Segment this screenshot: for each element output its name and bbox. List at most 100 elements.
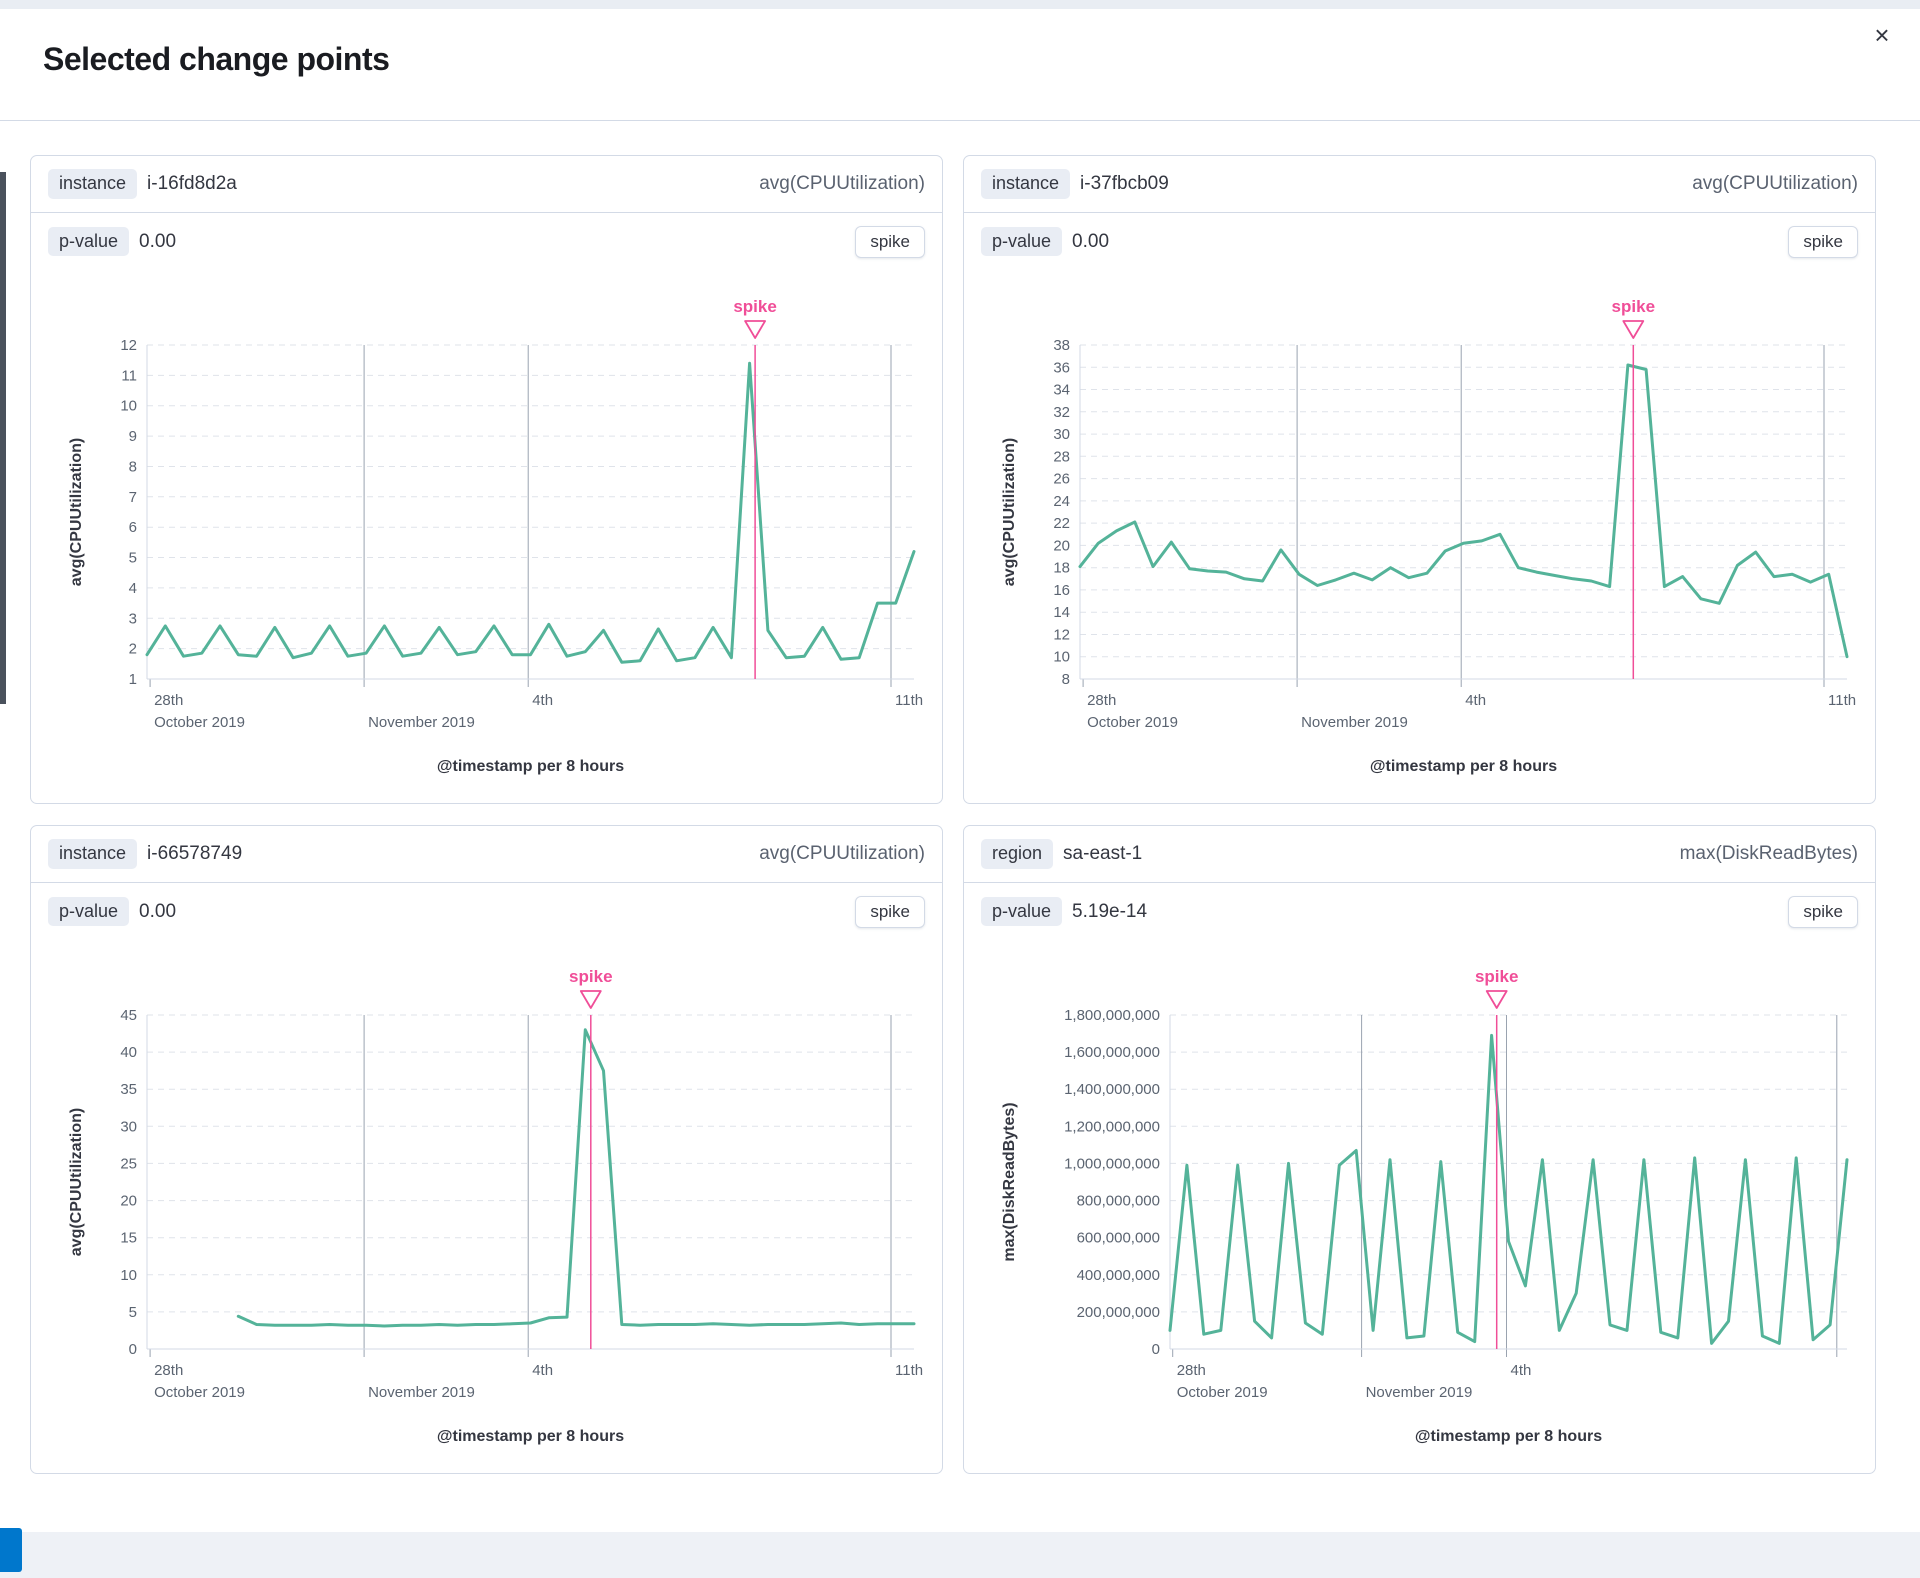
change-point-chart: 0 5 10 15 20 25 30 35 40 45 28th October 2019 Novemb… <box>68 967 923 1445</box>
svg-text:avg(CPUUtilization): avg(CPUUtilization) <box>68 1108 85 1256</box>
svg-text:28th: 28th <box>154 692 183 709</box>
svg-text:@timestamp per 8 hours: @timestamp per 8 hours <box>437 1428 624 1445</box>
page-background-left-edge <box>0 172 6 704</box>
svg-text:11th: 11th <box>895 692 923 709</box>
svg-text:15: 15 <box>120 1230 137 1247</box>
pvalue-badge: p-value <box>48 226 130 257</box>
svg-text:November 2019: November 2019 <box>1366 1384 1473 1401</box>
svg-text:1,800,000,000: 1,800,000,000 <box>1064 1007 1160 1024</box>
change-point-type-badge[interactable]: spike <box>1788 895 1858 928</box>
metric-label: avg(CPUUtilization) <box>759 173 925 194</box>
pvalue-value: 0.00 <box>1072 230 1110 252</box>
svg-text:400,000,000: 400,000,000 <box>1077 1267 1160 1284</box>
svg-text:30: 30 <box>1053 426 1070 443</box>
svg-text:10: 10 <box>1053 649 1070 666</box>
svg-text:4th: 4th <box>532 692 553 709</box>
svg-text:18: 18 <box>1053 560 1070 577</box>
svg-text:35: 35 <box>120 1081 137 1098</box>
svg-text:8: 8 <box>1062 671 1070 688</box>
svg-text:spike: spike <box>1612 297 1655 316</box>
change-point-panel-1: instance i-16fd8d2a avg(CPUUtilization) … <box>30 155 943 804</box>
svg-text:28th: 28th <box>1177 1362 1206 1379</box>
svg-text:4: 4 <box>129 580 137 597</box>
svg-text:spike: spike <box>733 297 776 316</box>
change-point-type-badge[interactable]: spike <box>855 225 925 258</box>
svg-text:11: 11 <box>121 367 137 384</box>
close-icon[interactable]: × <box>1864 17 1900 53</box>
svg-text:40: 40 <box>120 1044 137 1061</box>
svg-text:10: 10 <box>120 1267 137 1284</box>
panel-header-row: instance i-66578749 avg(CPUUtilization) <box>31 826 942 883</box>
svg-text:November 2019: November 2019 <box>1301 714 1408 731</box>
svg-text:max(DiskReadBytes): max(DiskReadBytes) <box>1001 1102 1018 1261</box>
change-point-chart: 0 200,000,000 400,000,000 600,000,000 800,00… <box>1001 967 1849 1445</box>
change-point-chart: 8 10 12 14 16 18 20 22 24 26 28 30 32 34 36 38 28th Octob… <box>1001 297 1856 775</box>
svg-text:5: 5 <box>129 550 137 567</box>
entity-value: sa-east-1 <box>1063 843 1143 864</box>
svg-text:12: 12 <box>120 337 137 354</box>
panel-pvalue-row: p-value 5.19e-14 spike <box>964 883 1875 940</box>
pvalue-badge: p-value <box>48 896 130 927</box>
field-badge: region <box>981 839 1054 869</box>
svg-text:200,000,000: 200,000,000 <box>1077 1304 1160 1321</box>
svg-text:4th: 4th <box>1511 1362 1532 1379</box>
svg-text:12: 12 <box>1053 627 1070 644</box>
svg-text:spike: spike <box>569 967 612 986</box>
svg-text:3: 3 <box>129 610 137 627</box>
svg-text:October 2019: October 2019 <box>154 714 245 731</box>
svg-text:0: 0 <box>1152 1341 1160 1358</box>
svg-text:25: 25 <box>120 1155 137 1172</box>
svg-text:800,000,000: 800,000,000 <box>1077 1193 1160 1210</box>
svg-text:14: 14 <box>1053 604 1070 621</box>
svg-text:October 2019: October 2019 <box>154 1384 245 1401</box>
field-badge: instance <box>981 169 1071 199</box>
svg-text:8: 8 <box>129 459 137 476</box>
change-point-panel-2: instance i-37fbcb09 avg(CPUUtilization) … <box>963 155 1876 804</box>
svg-text:November 2019: November 2019 <box>368 1384 475 1401</box>
svg-text:@timestamp per 8 hours: @timestamp per 8 hours <box>1415 1428 1602 1445</box>
svg-text:28th: 28th <box>154 1362 183 1379</box>
panel-header-row: instance i-37fbcb09 avg(CPUUtilization) <box>964 156 1875 213</box>
svg-text:11th: 11th <box>895 1362 923 1379</box>
svg-text:28th: 28th <box>1087 692 1116 709</box>
svg-text:7: 7 <box>129 489 137 506</box>
svg-text:6: 6 <box>129 519 137 536</box>
svg-text:600,000,000: 600,000,000 <box>1077 1230 1160 1247</box>
change-point-type-badge[interactable]: spike <box>1788 225 1858 258</box>
pvalue-badge: p-value <box>981 896 1063 927</box>
svg-text:spike: spike <box>1475 967 1518 986</box>
svg-text:45: 45 <box>120 1007 137 1024</box>
svg-text:36: 36 <box>1053 359 1070 376</box>
svg-text:32: 32 <box>1053 404 1070 421</box>
svg-text:1,400,000,000: 1,400,000,000 <box>1064 1081 1160 1098</box>
svg-text:11th: 11th <box>1828 692 1856 709</box>
svg-text:1,200,000,000: 1,200,000,000 <box>1064 1118 1160 1135</box>
svg-text:38: 38 <box>1053 337 1070 354</box>
svg-text:30: 30 <box>120 1118 137 1135</box>
metric-label: max(DiskReadBytes) <box>1679 843 1858 864</box>
svg-text:avg(CPUUtilization): avg(CPUUtilization) <box>1001 438 1018 586</box>
svg-text:20: 20 <box>120 1193 137 1210</box>
svg-text:@timestamp per 8 hours: @timestamp per 8 hours <box>437 758 624 775</box>
metric-label: avg(CPUUtilization) <box>759 843 925 864</box>
modal-header: Selected change points × <box>0 9 1920 121</box>
svg-text:16: 16 <box>1053 582 1070 599</box>
svg-text:November 2019: November 2019 <box>368 714 475 731</box>
pvalue-value: 0.00 <box>139 900 177 922</box>
change-point-panel-3: instance i-66578749 avg(CPUUtilization) … <box>30 825 943 1474</box>
field-badge: instance <box>48 839 138 869</box>
page-background-top <box>0 0 1920 9</box>
entity-value: i-66578749 <box>147 843 243 864</box>
change-point-type-badge[interactable]: spike <box>855 895 925 928</box>
svg-text:October 2019: October 2019 <box>1087 714 1178 731</box>
svg-text:28: 28 <box>1053 448 1070 465</box>
field-badge: instance <box>48 169 138 199</box>
svg-text:20: 20 <box>1053 537 1070 554</box>
page-background-blue-element <box>0 1528 22 1572</box>
svg-text:9: 9 <box>129 428 137 445</box>
svg-text:1,000,000,000: 1,000,000,000 <box>1064 1155 1160 1172</box>
svg-text:24: 24 <box>1053 493 1070 510</box>
metric-label: avg(CPUUtilization) <box>1692 173 1858 194</box>
change-points-grid: instance i-16fd8d2a avg(CPUUtilization) … <box>30 155 1876 1474</box>
svg-text:October 2019: October 2019 <box>1177 1384 1268 1401</box>
